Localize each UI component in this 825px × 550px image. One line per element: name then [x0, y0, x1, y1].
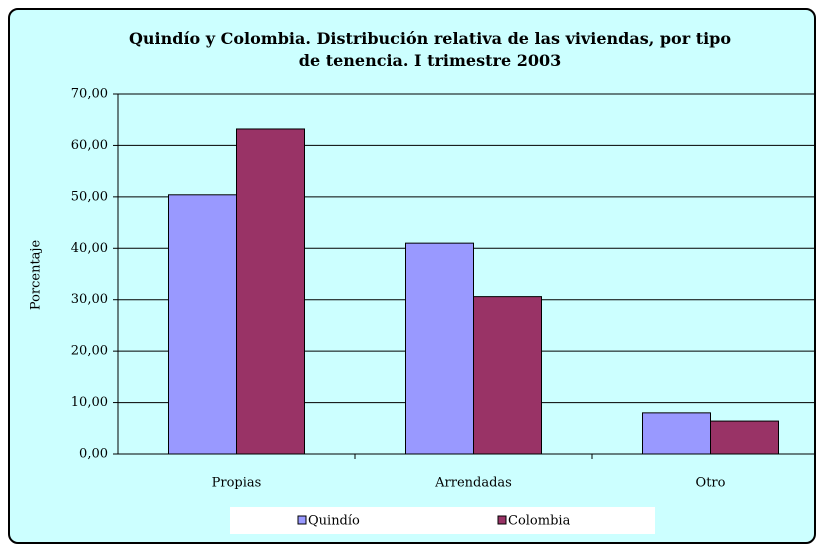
- y-tick-label: 10,00: [71, 395, 108, 410]
- legend-swatch: [297, 515, 307, 525]
- y-tick-label: 60,00: [71, 138, 108, 153]
- y-tick-label: 40,00: [71, 241, 108, 256]
- y-tick-label: 70,00: [71, 87, 108, 102]
- x-tick-label: Propias: [212, 476, 262, 491]
- x-tick-label: Otro: [696, 476, 726, 491]
- bar: [642, 412, 711, 455]
- x-tick-label: Arrendadas: [434, 476, 512, 491]
- legend-label: Quindío: [308, 514, 360, 529]
- y-tick-label: 20,00: [71, 344, 108, 359]
- y-tick-label: 50,00: [71, 189, 108, 204]
- y-tick-label: 30,00: [71, 292, 108, 307]
- chart-title: Quindío y Colombia. Distribución relativ…: [128, 29, 732, 70]
- legend-label: Colombia: [508, 514, 571, 529]
- bar: [473, 296, 542, 455]
- bar: [168, 194, 237, 455]
- y-axis-label: Porcentaje: [29, 240, 44, 311]
- bar: [236, 128, 305, 455]
- bar: [405, 242, 474, 455]
- y-tick-label: 0,00: [79, 447, 108, 462]
- legend-swatch: [497, 515, 507, 525]
- bar: [710, 420, 779, 455]
- legend-box: [230, 507, 655, 534]
